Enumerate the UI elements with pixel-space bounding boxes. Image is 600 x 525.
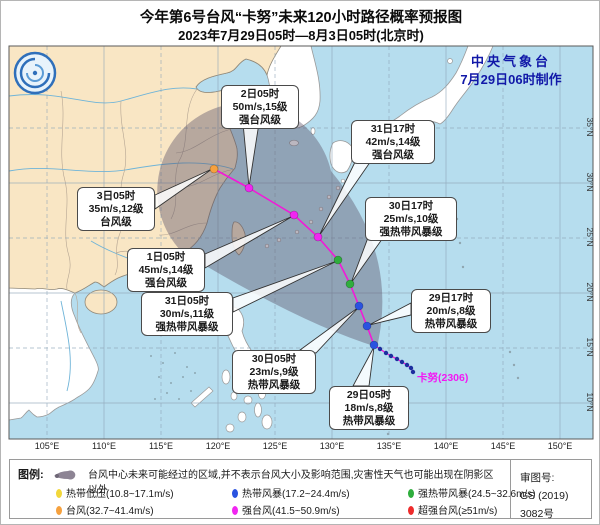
lon-label: 120°E bbox=[205, 441, 231, 451]
legend-item: 台风(32.7~41.4m/s) bbox=[56, 502, 154, 517]
forecast-point bbox=[362, 321, 372, 331]
observed-point bbox=[408, 365, 414, 371]
forecast-callout: 31日05时 30m/s,11级 强热带风暴级 bbox=[141, 292, 233, 337]
forecast-point bbox=[244, 183, 254, 193]
legend-divider bbox=[510, 460, 511, 518]
legend-item: 超强台风(≥51m/s) bbox=[408, 502, 497, 517]
ty-dot-icon bbox=[56, 506, 62, 515]
lon-label: 130°E bbox=[319, 441, 345, 451]
observed-point bbox=[377, 346, 383, 352]
legend-item: 强台风(41.5~50.9m/s) bbox=[232, 502, 340, 517]
sado-island bbox=[447, 58, 453, 64]
lat-label: 15°N bbox=[585, 337, 595, 357]
forecast-callout: 2日05时 50m/s,15级 强台风级 bbox=[221, 85, 299, 130]
forecast-point bbox=[369, 340, 379, 350]
observed-point bbox=[394, 356, 400, 362]
tsushima-island bbox=[310, 127, 316, 135]
forecast-point bbox=[313, 232, 323, 242]
observed-point bbox=[388, 353, 394, 359]
ts-dot-icon bbox=[232, 489, 238, 498]
lon-label: 115°E bbox=[149, 441, 173, 451]
lon-label: 125°E bbox=[262, 441, 288, 451]
ryukyu-islands bbox=[264, 178, 346, 249]
forecast-point bbox=[289, 210, 299, 220]
lon-label: 110°E bbox=[92, 441, 116, 451]
legend-cone-text: 台风中心未来可能经过的区域,并不表示台风大小及影响范围,灾害性天气也可能出现在阴… bbox=[88, 470, 494, 496]
observed-point bbox=[399, 359, 405, 365]
sts-dot-icon bbox=[408, 489, 414, 498]
agency-credit: 中央气象台 7月29日06时制作 bbox=[431, 53, 591, 88]
page-subtitle: 2023年7月29日05时—8月3日05时(北京时) bbox=[178, 28, 424, 43]
issue-time: 7月29日06时制作 bbox=[460, 71, 562, 87]
legend: 图例: 台风中心未来可能经过的区域,并不表示台风大小及影响范围,灾害性天气也可能… bbox=[9, 459, 592, 520]
legend-label: 图例: bbox=[18, 469, 44, 481]
china-landmass bbox=[8, 45, 282, 294]
lat-label: 30°N bbox=[585, 172, 595, 192]
agency-name: 中央气象台 bbox=[470, 54, 551, 69]
lon-label: 105°E bbox=[34, 441, 60, 451]
forecast-point bbox=[333, 255, 343, 265]
jeju-island bbox=[289, 139, 299, 147]
forecast-callout: 30日05时 23m/s,9级 热带风暴级 bbox=[232, 350, 316, 395]
palawan-island bbox=[190, 386, 214, 408]
forecast-point bbox=[354, 301, 364, 311]
kyushu-island bbox=[329, 140, 354, 174]
cone-icon bbox=[54, 470, 76, 480]
legend-item: 热带低压(10.8~17.1m/s) bbox=[56, 485, 174, 500]
map-frame bbox=[8, 45, 594, 440]
typhoon-name-label: 卡努(2306) bbox=[417, 372, 469, 384]
lon-label: 145°E bbox=[490, 441, 516, 451]
callout-leader bbox=[154, 168, 213, 210]
legend-item: 强热带风暴(24.5~32.6m/s) bbox=[408, 485, 536, 500]
observed-point bbox=[404, 362, 410, 368]
lat-label: 25°N bbox=[585, 227, 595, 247]
callout-leader bbox=[232, 260, 338, 313]
suty-dot-icon bbox=[408, 506, 414, 515]
forecast-callout: 30日17时 25m/s,10级 强热带风暴级 bbox=[365, 197, 457, 242]
observed-point bbox=[410, 369, 416, 375]
forecast-callout: 1日05时 45m/s,14级 强台风级 bbox=[127, 248, 205, 293]
sty-dot-icon bbox=[232, 506, 238, 515]
forecast-callout: 29日05时 18m/s,8级 热带风暴级 bbox=[329, 386, 409, 431]
probability-cone bbox=[157, 102, 383, 348]
forecast-callout: 29日17时 20m/s,8级 热带风暴级 bbox=[411, 289, 491, 334]
lat-label: 35°N bbox=[585, 117, 595, 137]
lon-label: 135°E bbox=[376, 441, 402, 451]
lon-label: 150°E bbox=[547, 441, 573, 451]
observed-point bbox=[383, 350, 389, 356]
lat-label: 20°N bbox=[585, 282, 595, 302]
approval-number: 审图号: GS (2019) 3082号 bbox=[520, 472, 569, 520]
td-dot-icon bbox=[56, 489, 62, 498]
forecast-callout: 31日17时 42m/s,14级 强台风级 bbox=[351, 120, 435, 165]
page-title: 今年第6号台风“卡努”未来120小时路径概率预报图 bbox=[139, 10, 463, 26]
south-china-sea-islets bbox=[150, 352, 196, 400]
callout-leader bbox=[204, 215, 294, 269]
cma-logo bbox=[13, 51, 57, 95]
legend-item: 热带风暴(17.2~24.4m/s) bbox=[232, 485, 350, 500]
forecast-point bbox=[345, 279, 355, 289]
forecast-callout: 3日05时 35m/s,12级 台风级 bbox=[77, 187, 155, 232]
forecast-point bbox=[209, 164, 219, 174]
hainan-island bbox=[84, 289, 118, 315]
lat-label: 10°N bbox=[585, 392, 595, 412]
lon-label: 140°E bbox=[433, 441, 459, 451]
